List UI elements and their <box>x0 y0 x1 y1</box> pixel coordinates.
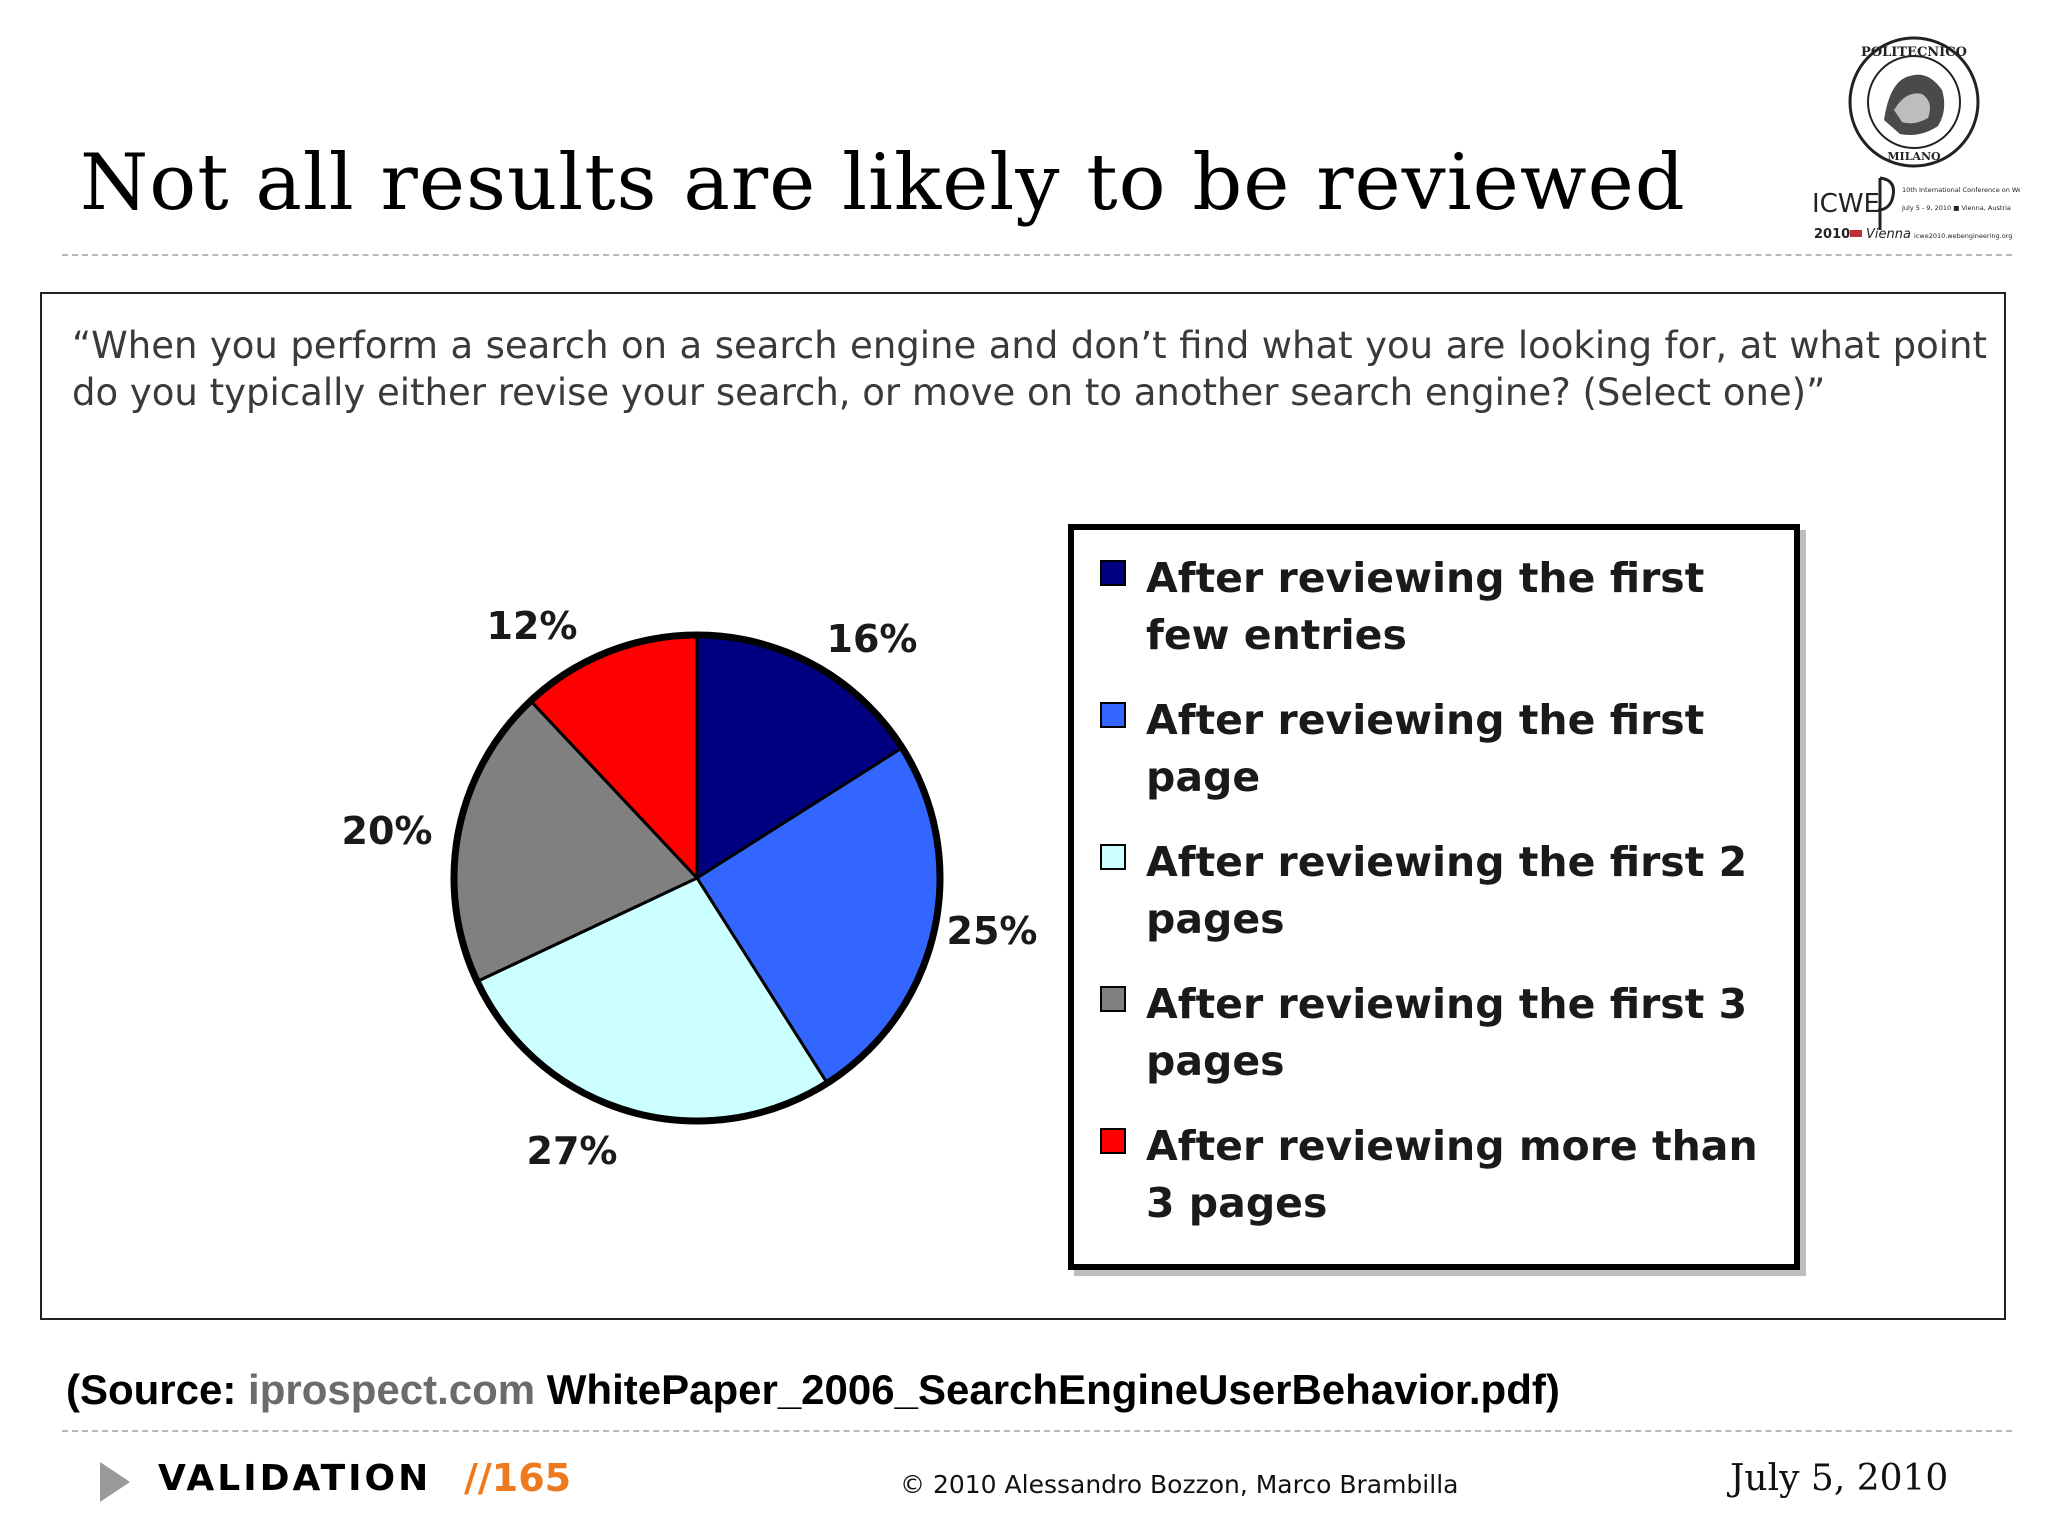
triangle-right-icon <box>100 1462 130 1502</box>
footer-date: July 5, 2010 <box>1730 1458 1949 1499</box>
pie-label-2: 25% <box>947 909 1038 953</box>
legend-label-2: After reviewing the first page <box>1146 696 1705 801</box>
footer-page-number: //165 <box>464 1456 571 1500</box>
pie-outline <box>450 631 944 1125</box>
pie-label-4: 20% <box>342 809 433 853</box>
source-site-link[interactable]: iprospect.com <box>248 1366 536 1413</box>
legend-item-3: After reviewing the first 2 pages <box>1100 834 1776 948</box>
seal-bottom-text: MILANO <box>1887 150 1941 163</box>
legend-label-4: After reviewing the first 3 pages <box>1146 980 1748 1085</box>
pie-label-1: 16% <box>827 617 918 661</box>
legend-label-1: After reviewing the first few entries <box>1146 554 1705 659</box>
legend-swatch-3 <box>1100 844 1126 870</box>
legend-swatch-4 <box>1100 986 1126 1012</box>
legend-label-3: After reviewing the first 2 pages <box>1146 838 1748 943</box>
pie-chart: 16% 25% 27% 20% 12% <box>342 604 1038 1173</box>
footer-section-name: VALIDATION <box>158 1458 432 1499</box>
seal-top-text: POLITECNICO <box>1861 45 1967 60</box>
chart-legend: After reviewing the first few entries Aft… <box>1068 524 1800 1270</box>
pie-label-5: 12% <box>487 604 578 648</box>
legend-item-5: After reviewing more than 3 pages <box>1100 1118 1776 1232</box>
icwe-year: 2010 <box>1814 227 1850 242</box>
legend-item-4: After reviewing the first 3 pages <box>1100 976 1776 1090</box>
icwe-info-2: July 5 - 9, 2010 ■ Vienna, Austria <box>1901 204 2011 212</box>
legend-swatch-5 <box>1100 1128 1126 1154</box>
icwe-text: ICWE <box>1812 189 1880 219</box>
source-file: WhitePaper_2006_SearchEngineUserBehavior… <box>535 1366 1560 1413</box>
icwe-city: Vienna <box>1866 227 1911 242</box>
icwe-flag-icon <box>1850 230 1862 237</box>
legend-label-5: After reviewing more than 3 pages <box>1146 1122 1758 1227</box>
icwe-info-3: icwe2010.webengineering.org <box>1914 232 2012 240</box>
footer-divider <box>62 1430 2012 1432</box>
legend-swatch-2 <box>1100 702 1126 728</box>
footer-copyright: © 2010 Alessandro Bozzon, Marco Brambill… <box>900 1470 1459 1499</box>
title-divider <box>62 254 2012 256</box>
chart-title: “When you perform a search on a search e… <box>72 324 1987 414</box>
chart-frame: “When you perform a search on a search e… <box>40 292 2006 1320</box>
page-prefix: // <box>464 1456 492 1500</box>
page-number: 165 <box>491 1456 572 1500</box>
icwe-info-1: 10th International Conference on Web Eng… <box>1902 186 2020 194</box>
source-prefix: (Source: <box>66 1366 249 1413</box>
legend-item-1: After reviewing the first few entries <box>1100 550 1776 664</box>
legend-swatch-1 <box>1100 560 1126 586</box>
pie-label-3: 27% <box>527 1129 618 1173</box>
source-citation: (Source: iprospect.com WhitePaper_2006_S… <box>66 1366 1560 1414</box>
politecnico-icwe-logo: POLITECNICO MILANO ICWE 2010 Vienna 10th… <box>1812 36 2020 242</box>
slide-title: Not all results are likely to be reviewe… <box>80 138 1686 228</box>
legend-item-2: After reviewing the first page <box>1100 692 1776 806</box>
